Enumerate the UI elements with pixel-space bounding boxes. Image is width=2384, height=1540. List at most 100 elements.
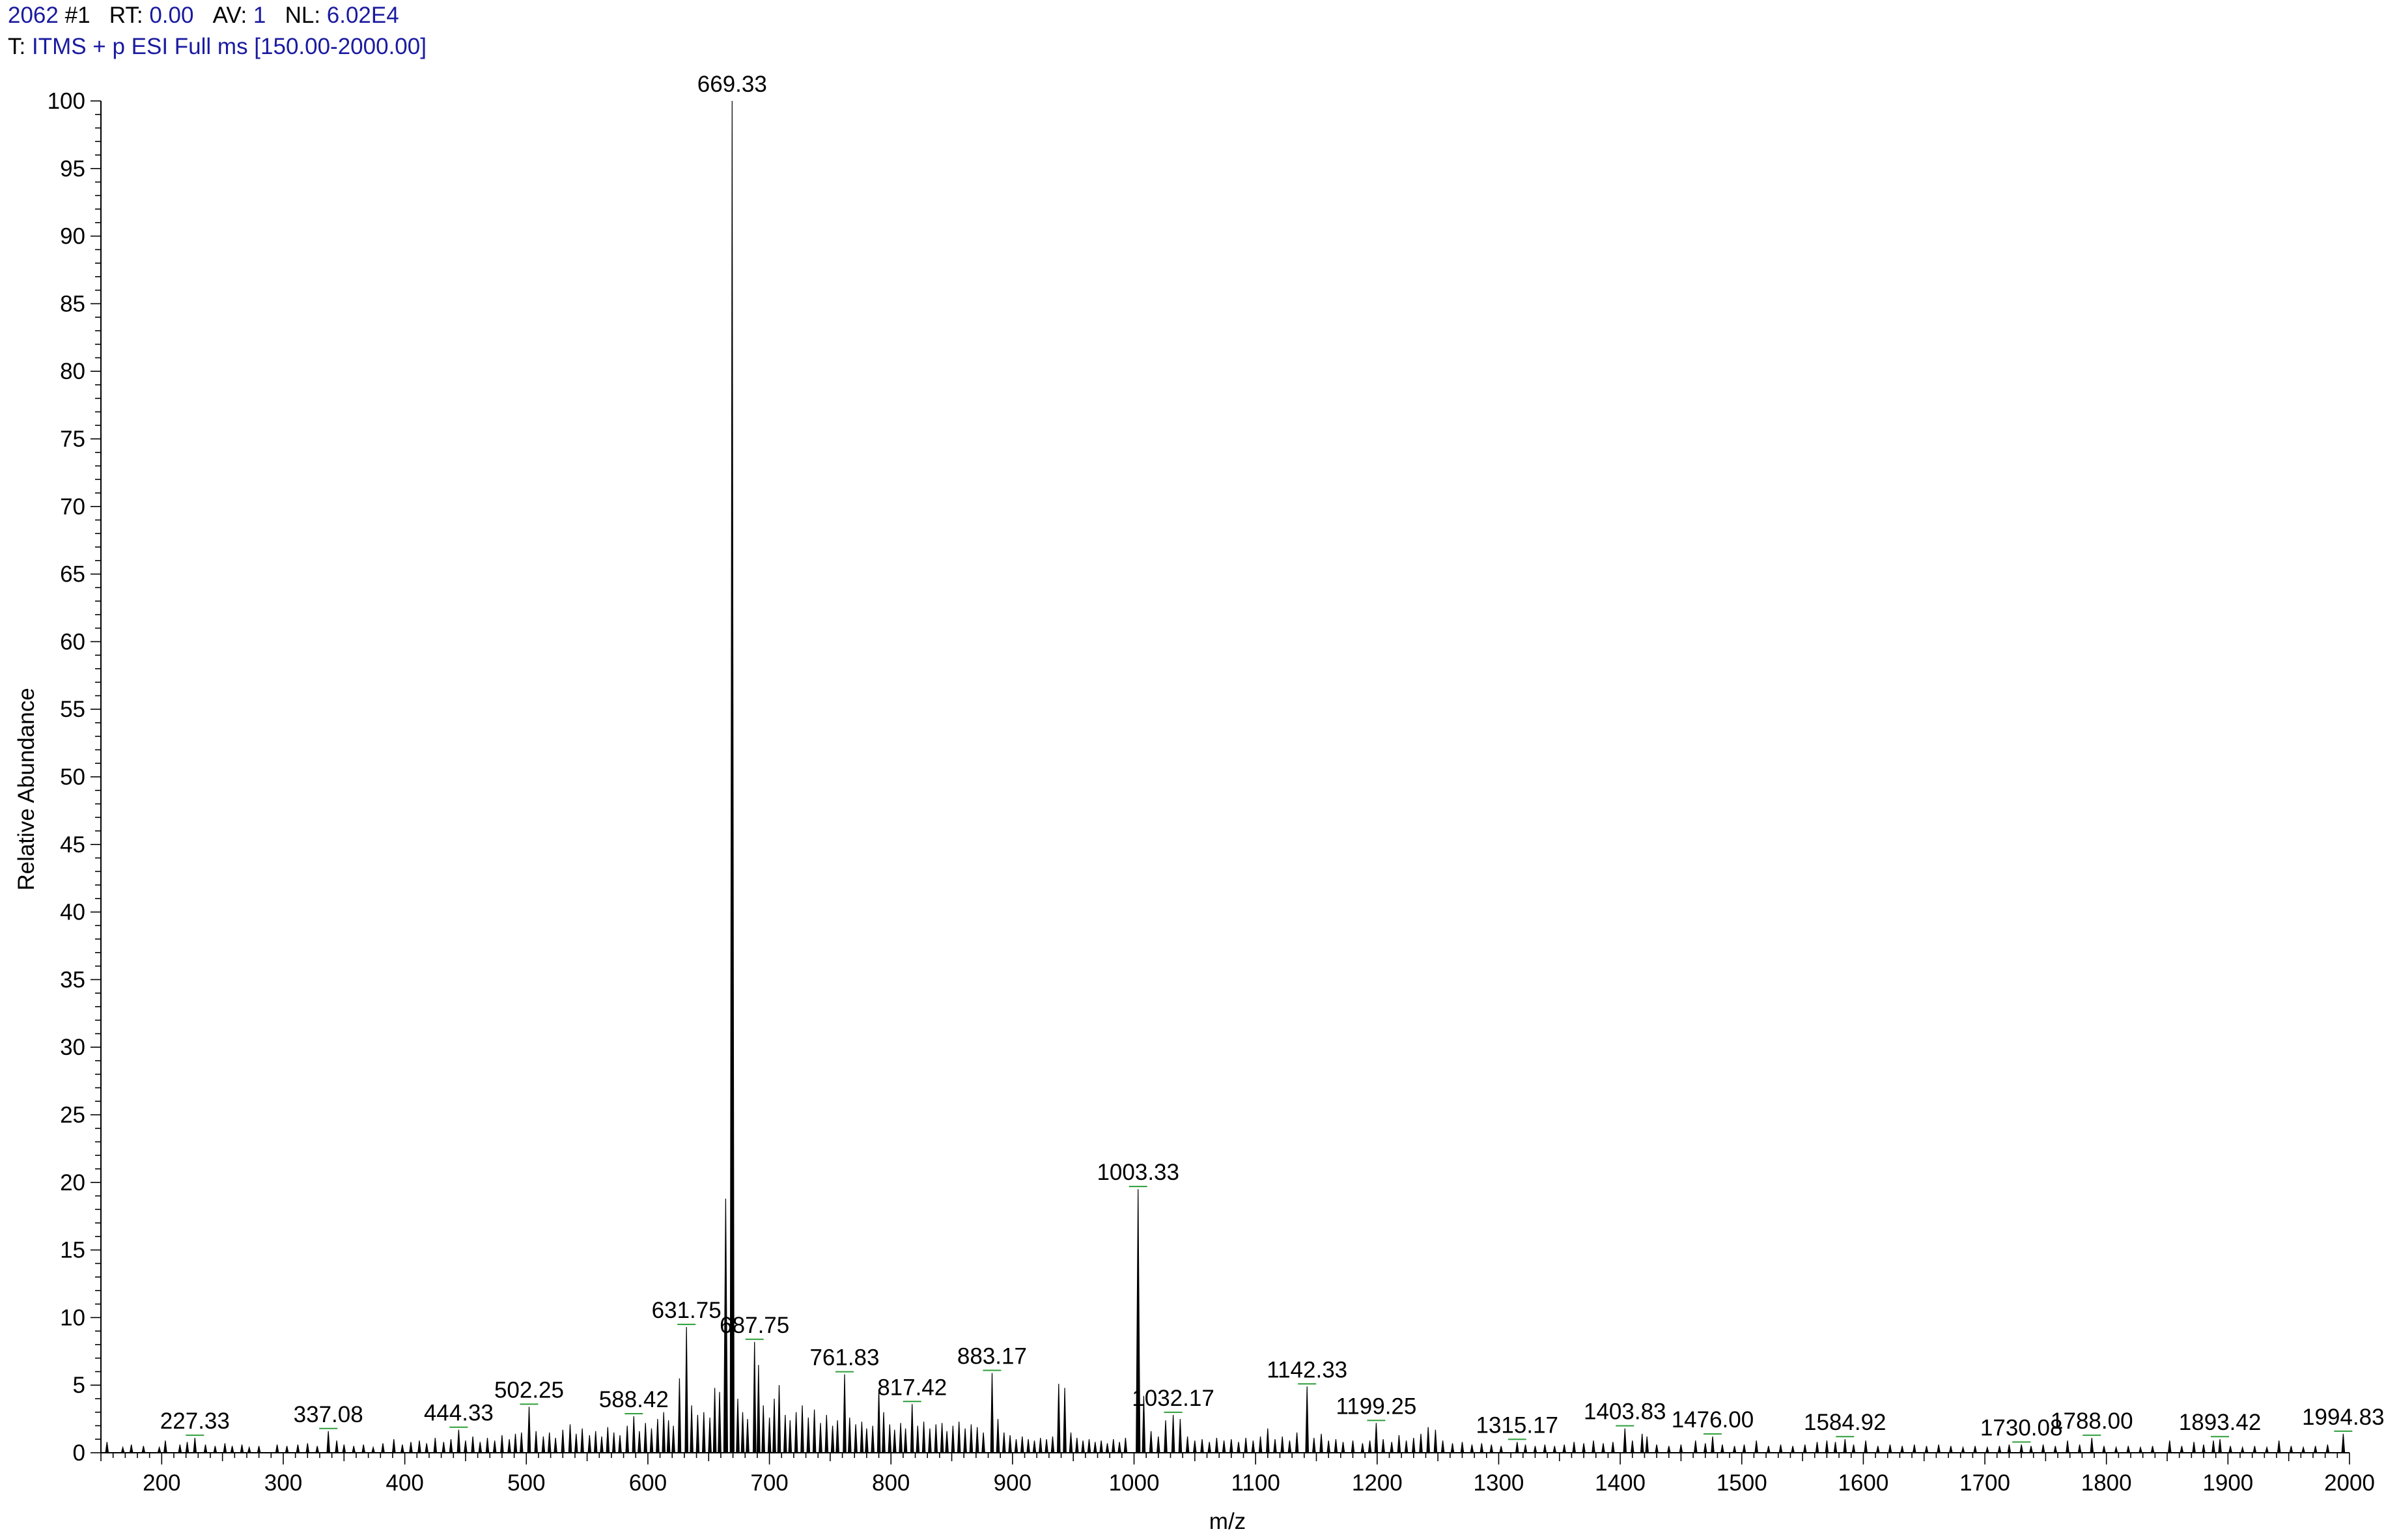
spectrum-peak (2289, 1446, 2293, 1453)
spectrum-peak (1460, 1442, 1465, 1453)
spectrum-peak (752, 1341, 757, 1453)
spectrum-peak (1924, 1446, 1929, 1453)
spectrum-peak (315, 1446, 320, 1453)
x-tick-label: 1800 (2081, 1470, 2132, 1496)
spectrum-peak (934, 1424, 938, 1453)
peak-label: 1003.33 (1097, 1160, 1179, 1185)
spectrum-peak (625, 1425, 630, 1453)
spectrum-peak (1111, 1439, 1115, 1453)
spectrum-peak (701, 1412, 706, 1453)
peak-label: 1142.33 (1267, 1357, 1347, 1382)
spectrum-peak (1888, 1444, 1892, 1453)
av-label: AV: (212, 3, 247, 28)
spectrum-peak (409, 1442, 413, 1453)
rt-label: RT: (109, 3, 143, 28)
x-tick-label: 1900 (2202, 1470, 2253, 1496)
spectrum-peak (1875, 1446, 1880, 1453)
spectrum-peak (1693, 1440, 1698, 1453)
scan-number: 2062 (8, 3, 59, 28)
spectrum-peak (185, 1442, 189, 1453)
spectrum-peak (1802, 1444, 1807, 1453)
spectrum-peak (1185, 1436, 1190, 1453)
spectrum-peak (1720, 1444, 1724, 1453)
peak-label: 1994.83 (2302, 1405, 2384, 1430)
spectrum-peak (157, 1446, 161, 1453)
spectrum-peak (342, 1444, 346, 1453)
peak-label: 687.75 (720, 1313, 789, 1338)
spectrum-peak (223, 1443, 227, 1453)
spectrum-peak (2218, 1439, 2222, 1453)
spectrum-peak (2053, 1446, 2058, 1453)
spectrum-peak (1404, 1440, 1409, 1453)
spectrum-peak (2192, 1442, 2196, 1453)
scan-index: #1 (64, 3, 91, 28)
spectrum-peak (400, 1444, 404, 1453)
spectrum-peak (690, 1405, 694, 1453)
spectrum-peak (417, 1440, 421, 1453)
spectrum-peak (921, 1421, 926, 1453)
spectrum-peak (1937, 1444, 1941, 1453)
spectrum-peak (2265, 1446, 2269, 1453)
spectrum-peak (1973, 1446, 1978, 1453)
spectrum-peak (812, 1409, 817, 1453)
spectrum-peak (1136, 1189, 1141, 1453)
spectrum-peak (1229, 1439, 1233, 1453)
y-tick-label: 20 (60, 1170, 85, 1196)
spectrum-peak (1470, 1444, 1474, 1453)
peak-label: 444.33 (424, 1401, 494, 1426)
spectrum-peak (899, 1423, 903, 1453)
spectrum-peak (772, 1398, 776, 1453)
spectrum-peak (1341, 1442, 1345, 1453)
spectrum-peak (806, 1417, 811, 1453)
spectrum-peak (1287, 1440, 1292, 1453)
spectrum-peak (847, 1417, 852, 1453)
spectrum-peak (275, 1444, 279, 1453)
spectrum-peak (1105, 1443, 1110, 1453)
y-tick-label: 0 (73, 1440, 85, 1466)
x-tick-label: 800 (872, 1470, 910, 1496)
peak-label: 1403.83 (1584, 1399, 1666, 1425)
spectrum-peak (1171, 1414, 1175, 1453)
y-tick-label: 50 (60, 764, 85, 790)
spectrum-peak (865, 1428, 869, 1453)
y-tick-label: 60 (60, 629, 85, 654)
spectrum-peak (746, 1419, 750, 1453)
spectrum-peak (1319, 1433, 1323, 1453)
spectrum-peak (1592, 1440, 1595, 1453)
spectrum-peak (684, 1326, 689, 1453)
spectrum-peak (1326, 1440, 1331, 1453)
spectrum-peak (1156, 1436, 1160, 1453)
spectrum-peak (1032, 1440, 1037, 1453)
spectrum-peak (1411, 1438, 1416, 1453)
spectrum-peak (2313, 1446, 2318, 1453)
spectrum-peak (892, 1429, 897, 1453)
x-axis: 200 300 400 500 600 700 800 900 1000 1100 1200 1300… (100, 1452, 2375, 1496)
spectrum-peak (963, 1428, 967, 1453)
spectrum-peak (1014, 1439, 1018, 1453)
y-tick-label: 40 (60, 900, 85, 925)
spectrum-peak (1552, 1446, 1557, 1453)
spectrum-peak (666, 1420, 671, 1453)
spectrum-peak (587, 1435, 592, 1453)
spectrum-peak (1351, 1440, 1355, 1453)
spectrum-peak (2167, 1440, 2172, 1453)
spectrum-peak (632, 1416, 636, 1453)
peak-label: 502.25 (494, 1377, 564, 1403)
spectrum-peak (326, 1431, 331, 1453)
peak-label: 337.08 (294, 1402, 363, 1427)
x-tick-label: 1500 (1717, 1470, 1767, 1496)
spectrum-peak (1390, 1442, 1394, 1453)
spectrum-peak (1679, 1444, 1683, 1453)
spectrum-peak (824, 1414, 829, 1453)
spectrum-peak (433, 1438, 438, 1453)
spectrum-peak (247, 1446, 251, 1453)
spectrum-peak (729, 100, 735, 1453)
spectrum-peak (1515, 1442, 1519, 1453)
av-value: 1 (253, 3, 266, 28)
spectrum-peak (1200, 1439, 1204, 1453)
spectrum-peak (2180, 1446, 2184, 1453)
spectrum-peak (1440, 1440, 1445, 1453)
spectrum-peak (1711, 1436, 1715, 1453)
spectrum-peak (788, 1420, 792, 1453)
spectrum-peak (1074, 1438, 1079, 1453)
